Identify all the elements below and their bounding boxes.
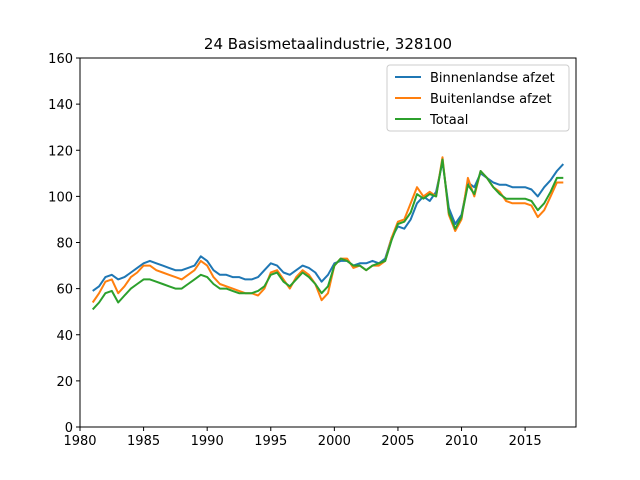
- x-tick-label: 2000: [318, 434, 351, 449]
- y-axis: 0 20 40 60 80 100 120 140 160: [48, 52, 80, 436]
- y-tick-label: 80: [56, 237, 73, 252]
- y-tick-label: 100: [48, 190, 73, 205]
- x-axis: 1980 1985 1990 1995 2000 2005 2010 2015: [63, 427, 542, 449]
- x-tick-label: 1985: [127, 434, 160, 449]
- legend-label-0: Binnenlandse afzet: [430, 71, 555, 86]
- x-tick-label: 1990: [191, 434, 224, 449]
- y-tick-label: 20: [56, 375, 73, 390]
- legend-label-2: Totaal: [429, 113, 468, 128]
- y-tick-label: 60: [56, 283, 73, 298]
- plot-frame: [79, 57, 577, 428]
- x-tick-label: 2005: [381, 434, 414, 449]
- legend-label-1: Buitenlandse afzet: [430, 92, 552, 107]
- series-line-2: [91, 158, 564, 311]
- y-tick-label: 0: [65, 421, 73, 436]
- x-tick-label: 2015: [509, 434, 542, 449]
- x-tick-label: 2010: [445, 434, 478, 449]
- y-tick-label: 120: [48, 144, 73, 159]
- x-tick-label: 1995: [254, 434, 287, 449]
- chart-title: 24 Basismetaalindustrie, 328100: [204, 35, 452, 53]
- series-layer: [91, 156, 565, 311]
- y-tick-label: 40: [56, 329, 73, 344]
- legend-box: [386, 64, 570, 132]
- y-tick-label: 140: [48, 98, 73, 113]
- legend: Binnenlandse afzet Buitenlandse afzet Tota…: [386, 64, 570, 132]
- x-tick-label: 1980: [63, 434, 96, 449]
- y-tick-label: 160: [48, 52, 73, 67]
